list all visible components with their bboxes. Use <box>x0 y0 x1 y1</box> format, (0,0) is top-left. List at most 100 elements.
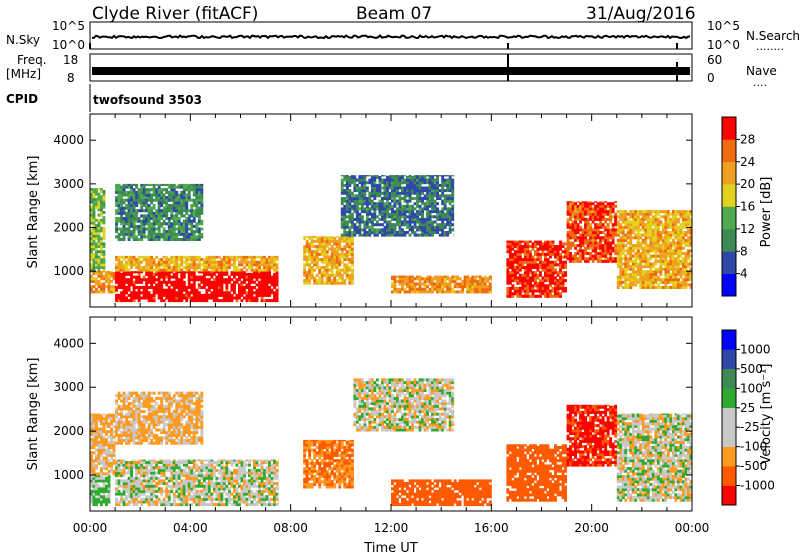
heatmap-cell <box>170 206 174 210</box>
heatmap-cell <box>112 274 116 278</box>
heatmap-cell <box>120 230 123 234</box>
heatmap-cell <box>152 190 156 194</box>
heatmap-cell <box>561 286 565 290</box>
heatmap-cell <box>225 263 229 267</box>
heatmap-cell <box>192 263 196 267</box>
heatmap-cell <box>268 293 271 297</box>
heatmap-cell <box>162 198 166 202</box>
heatmap-cell <box>391 285 394 289</box>
heatmap-cell <box>115 299 118 303</box>
heatmap-cell <box>664 259 668 263</box>
heatmap-cell <box>92 205 96 209</box>
heatmap-cell <box>443 223 447 227</box>
heatmap-cell <box>248 272 251 276</box>
heatmap-cell <box>190 185 194 189</box>
heatmap-cell <box>192 291 196 295</box>
heatmap-cell <box>142 190 146 194</box>
heatmap-cell <box>185 238 189 241</box>
heatmap-cell <box>155 227 159 231</box>
heatmap-cell <box>145 283 149 287</box>
heatmap-cell <box>534 294 537 298</box>
heatmap-cell <box>308 247 312 251</box>
heatmap-cell <box>516 268 520 272</box>
heatmap-cell <box>160 224 164 228</box>
heatmap-cell <box>165 271 169 274</box>
heatmap-cell <box>180 183 184 186</box>
heatmap-cell <box>408 223 412 227</box>
heatmap-cell <box>328 276 332 280</box>
heatmap-cell <box>185 183 189 186</box>
heatmap-cell <box>378 204 382 208</box>
heatmap-cell <box>536 240 540 243</box>
heatmap-cell <box>579 210 582 214</box>
heatmap-cell <box>606 249 610 253</box>
heatmap-cell <box>195 196 199 200</box>
heatmap-cell <box>682 270 685 274</box>
heatmap-cell <box>441 277 445 281</box>
heatmap-cell <box>150 193 154 197</box>
heatmap-cell <box>406 176 409 179</box>
heatmap-cell <box>534 252 537 256</box>
heatmap-cell <box>554 252 557 256</box>
heatmap-cell <box>343 266 347 269</box>
heatmap-cell <box>338 276 342 280</box>
heatmap-cell <box>117 266 121 269</box>
heatmap-cell <box>566 252 570 255</box>
heatmap-cell <box>345 250 349 254</box>
heatmap-cell <box>102 250 106 254</box>
heatmap-cell <box>167 278 171 282</box>
heatmap-cell <box>250 296 254 300</box>
heatmap-cell <box>207 263 211 267</box>
heatmap-cell <box>619 267 623 271</box>
heatmap-cell <box>589 202 593 206</box>
heatmap-cell <box>551 240 555 243</box>
heatmap-cell <box>646 244 650 248</box>
heatmap-cell <box>441 183 445 187</box>
heatmap-cell <box>631 278 635 282</box>
heatmap-cell <box>481 279 485 283</box>
heatmap-cell <box>626 286 630 289</box>
heatmap-cell <box>122 211 126 215</box>
heatmap-cell <box>629 215 633 219</box>
heatmap-cell <box>180 263 184 267</box>
heatmap-cell <box>122 185 126 189</box>
heatmap-cell <box>273 293 276 297</box>
heatmap-cell <box>661 236 665 240</box>
heatmap-cell <box>305 236 309 238</box>
heatmap-cell <box>320 242 324 246</box>
heatmap-cell <box>666 241 670 245</box>
heatmap-cell <box>584 220 587 224</box>
heatmap-cell <box>549 268 552 272</box>
heatmap-cell <box>441 279 445 283</box>
heatmap-cell <box>308 252 312 256</box>
heatmap-cell <box>381 204 384 208</box>
heatmap-cell <box>609 246 613 250</box>
heatmap-cell <box>210 271 214 274</box>
heatmap-cell <box>418 207 422 211</box>
heatmap-cell <box>451 215 455 219</box>
heatmap-cell <box>438 275 442 278</box>
heatmap-cell <box>102 252 106 256</box>
heatmap-cell <box>584 204 587 208</box>
heatmap-cell <box>679 267 683 271</box>
heatmap-cell <box>110 272 113 276</box>
heatmap-cell <box>105 272 108 276</box>
heatmap-cell <box>238 275 241 279</box>
heatmap-cell <box>180 209 184 213</box>
heatmap-cell <box>664 283 668 287</box>
heatmap-cell <box>115 255 118 259</box>
heatmap-cell <box>115 224 118 228</box>
heatmap-cell <box>554 279 557 283</box>
heatmap-cell <box>591 238 595 242</box>
heatmap-cell <box>165 258 169 262</box>
heatmap-cell <box>463 275 467 278</box>
heatmap-cell <box>333 247 337 251</box>
heatmap-cell <box>185 230 189 234</box>
heatmap-cell <box>245 296 249 300</box>
heatmap-cell <box>155 288 159 292</box>
heatmap-cell <box>516 289 520 293</box>
heatmap-cell <box>436 210 439 214</box>
heatmap-cell <box>641 241 645 245</box>
heatmap-cell <box>137 293 141 297</box>
heatmap-cell <box>551 286 555 290</box>
